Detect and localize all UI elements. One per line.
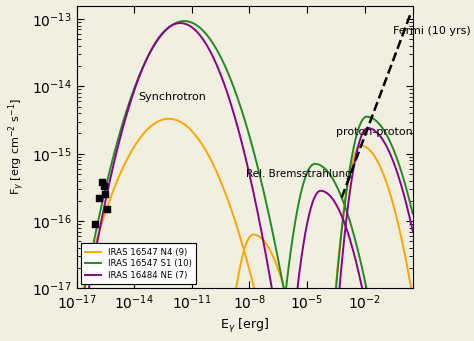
Point bbox=[91, 222, 99, 227]
IRAS 16547 S1 (10) bbox=[197, 26, 202, 30]
Legend: IRAS 16547 N4 (9), IRAS 16547 S1 (10), IRAS 16484 NE (7): IRAS 16547 N4 (9), IRAS 16547 S1 (10), I… bbox=[81, 243, 196, 284]
IRAS 16547 S1 (10) bbox=[275, 256, 281, 260]
X-axis label: E$_\gamma$ [erg]: E$_\gamma$ [erg] bbox=[220, 317, 269, 336]
IRAS 16484 NE (7) bbox=[91, 259, 97, 263]
Y-axis label: F$_\gamma$ [erg cm$^{-2}$ s$^{-1}$]: F$_\gamma$ [erg cm$^{-2}$ s$^{-1}$] bbox=[6, 99, 27, 195]
Line: IRAS 16547 N4 (9): IRAS 16547 N4 (9) bbox=[82, 119, 255, 294]
Point bbox=[98, 179, 106, 185]
IRAS 16547 S1 (10) bbox=[91, 240, 97, 244]
Line: IRAS 16484 NE (7): IRAS 16484 NE (7) bbox=[88, 23, 273, 294]
Text: Synchrotron: Synchrotron bbox=[138, 92, 206, 102]
Point bbox=[103, 206, 110, 212]
Point bbox=[101, 191, 109, 197]
IRAS 16547 N4 (9) bbox=[91, 248, 97, 252]
IRAS 16547 N4 (9) bbox=[197, 139, 202, 143]
IRAS 16484 NE (7) bbox=[197, 33, 202, 37]
Point bbox=[100, 183, 108, 189]
Text: Fermi (10 yrs): Fermi (10 yrs) bbox=[392, 26, 470, 36]
Point bbox=[95, 195, 102, 200]
Text: proton-proton: proton-proton bbox=[336, 127, 413, 137]
Text: Rel. Bremsstrahlung: Rel. Bremsstrahlung bbox=[246, 169, 351, 179]
Line: IRAS 16547 S1 (10): IRAS 16547 S1 (10) bbox=[84, 21, 285, 294]
